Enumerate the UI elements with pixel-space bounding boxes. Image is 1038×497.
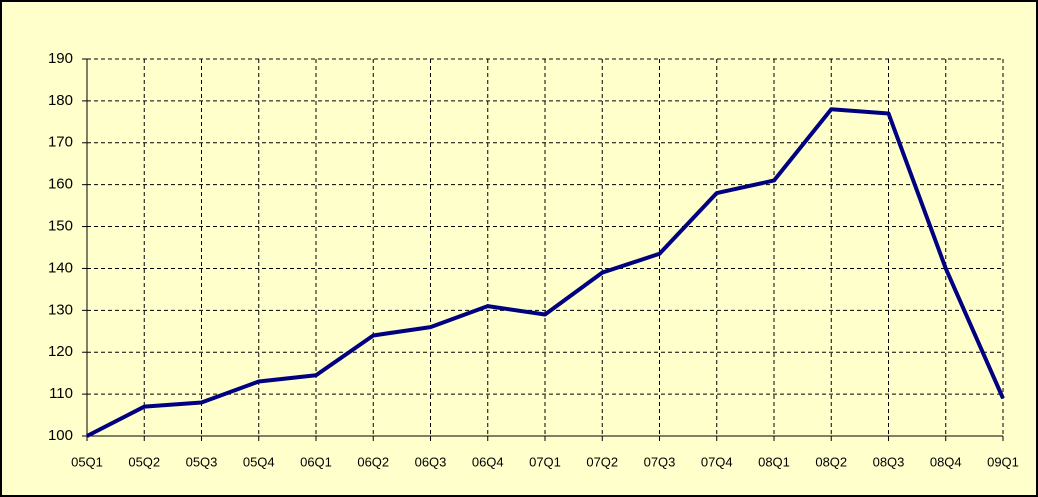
x-tick-label: 09Q1 [987,454,1019,469]
y-tick-label: 170 [48,134,73,151]
x-tick-label: 07Q4 [701,454,733,469]
y-tick-label: 180 [48,92,73,109]
x-tick-label: 07Q2 [586,454,618,469]
x-tick-label: 08Q3 [873,454,905,469]
y-tick-label: 100 [48,427,73,444]
y-tick-label: 140 [48,259,73,276]
x-tick-label: 08Q4 [930,454,962,469]
x-tick-label: 08Q1 [758,454,790,469]
x-tick-label: 05Q1 [71,454,103,469]
x-tick-label: 06Q3 [415,454,447,469]
x-tick-label: 05Q2 [128,454,160,469]
x-tick-label: 06Q4 [472,454,504,469]
x-tick-label: 07Q1 [529,454,561,469]
x-tick-label: 06Q2 [357,454,389,469]
x-tick-label: 06Q1 [300,454,332,469]
y-tick-label: 150 [48,218,73,235]
x-tick-label: 07Q3 [644,454,676,469]
y-tick-label: 160 [48,176,73,193]
x-tick-label: 08Q2 [815,454,847,469]
y-tick-label: 120 [48,343,73,360]
y-tick-label: 190 [48,50,73,67]
x-tick-label: 05Q3 [186,454,218,469]
x-tick-label: 05Q4 [243,454,275,469]
y-tick-label: 110 [49,385,73,402]
data-line [86,107,1005,438]
y-tick-label: 130 [48,301,73,318]
